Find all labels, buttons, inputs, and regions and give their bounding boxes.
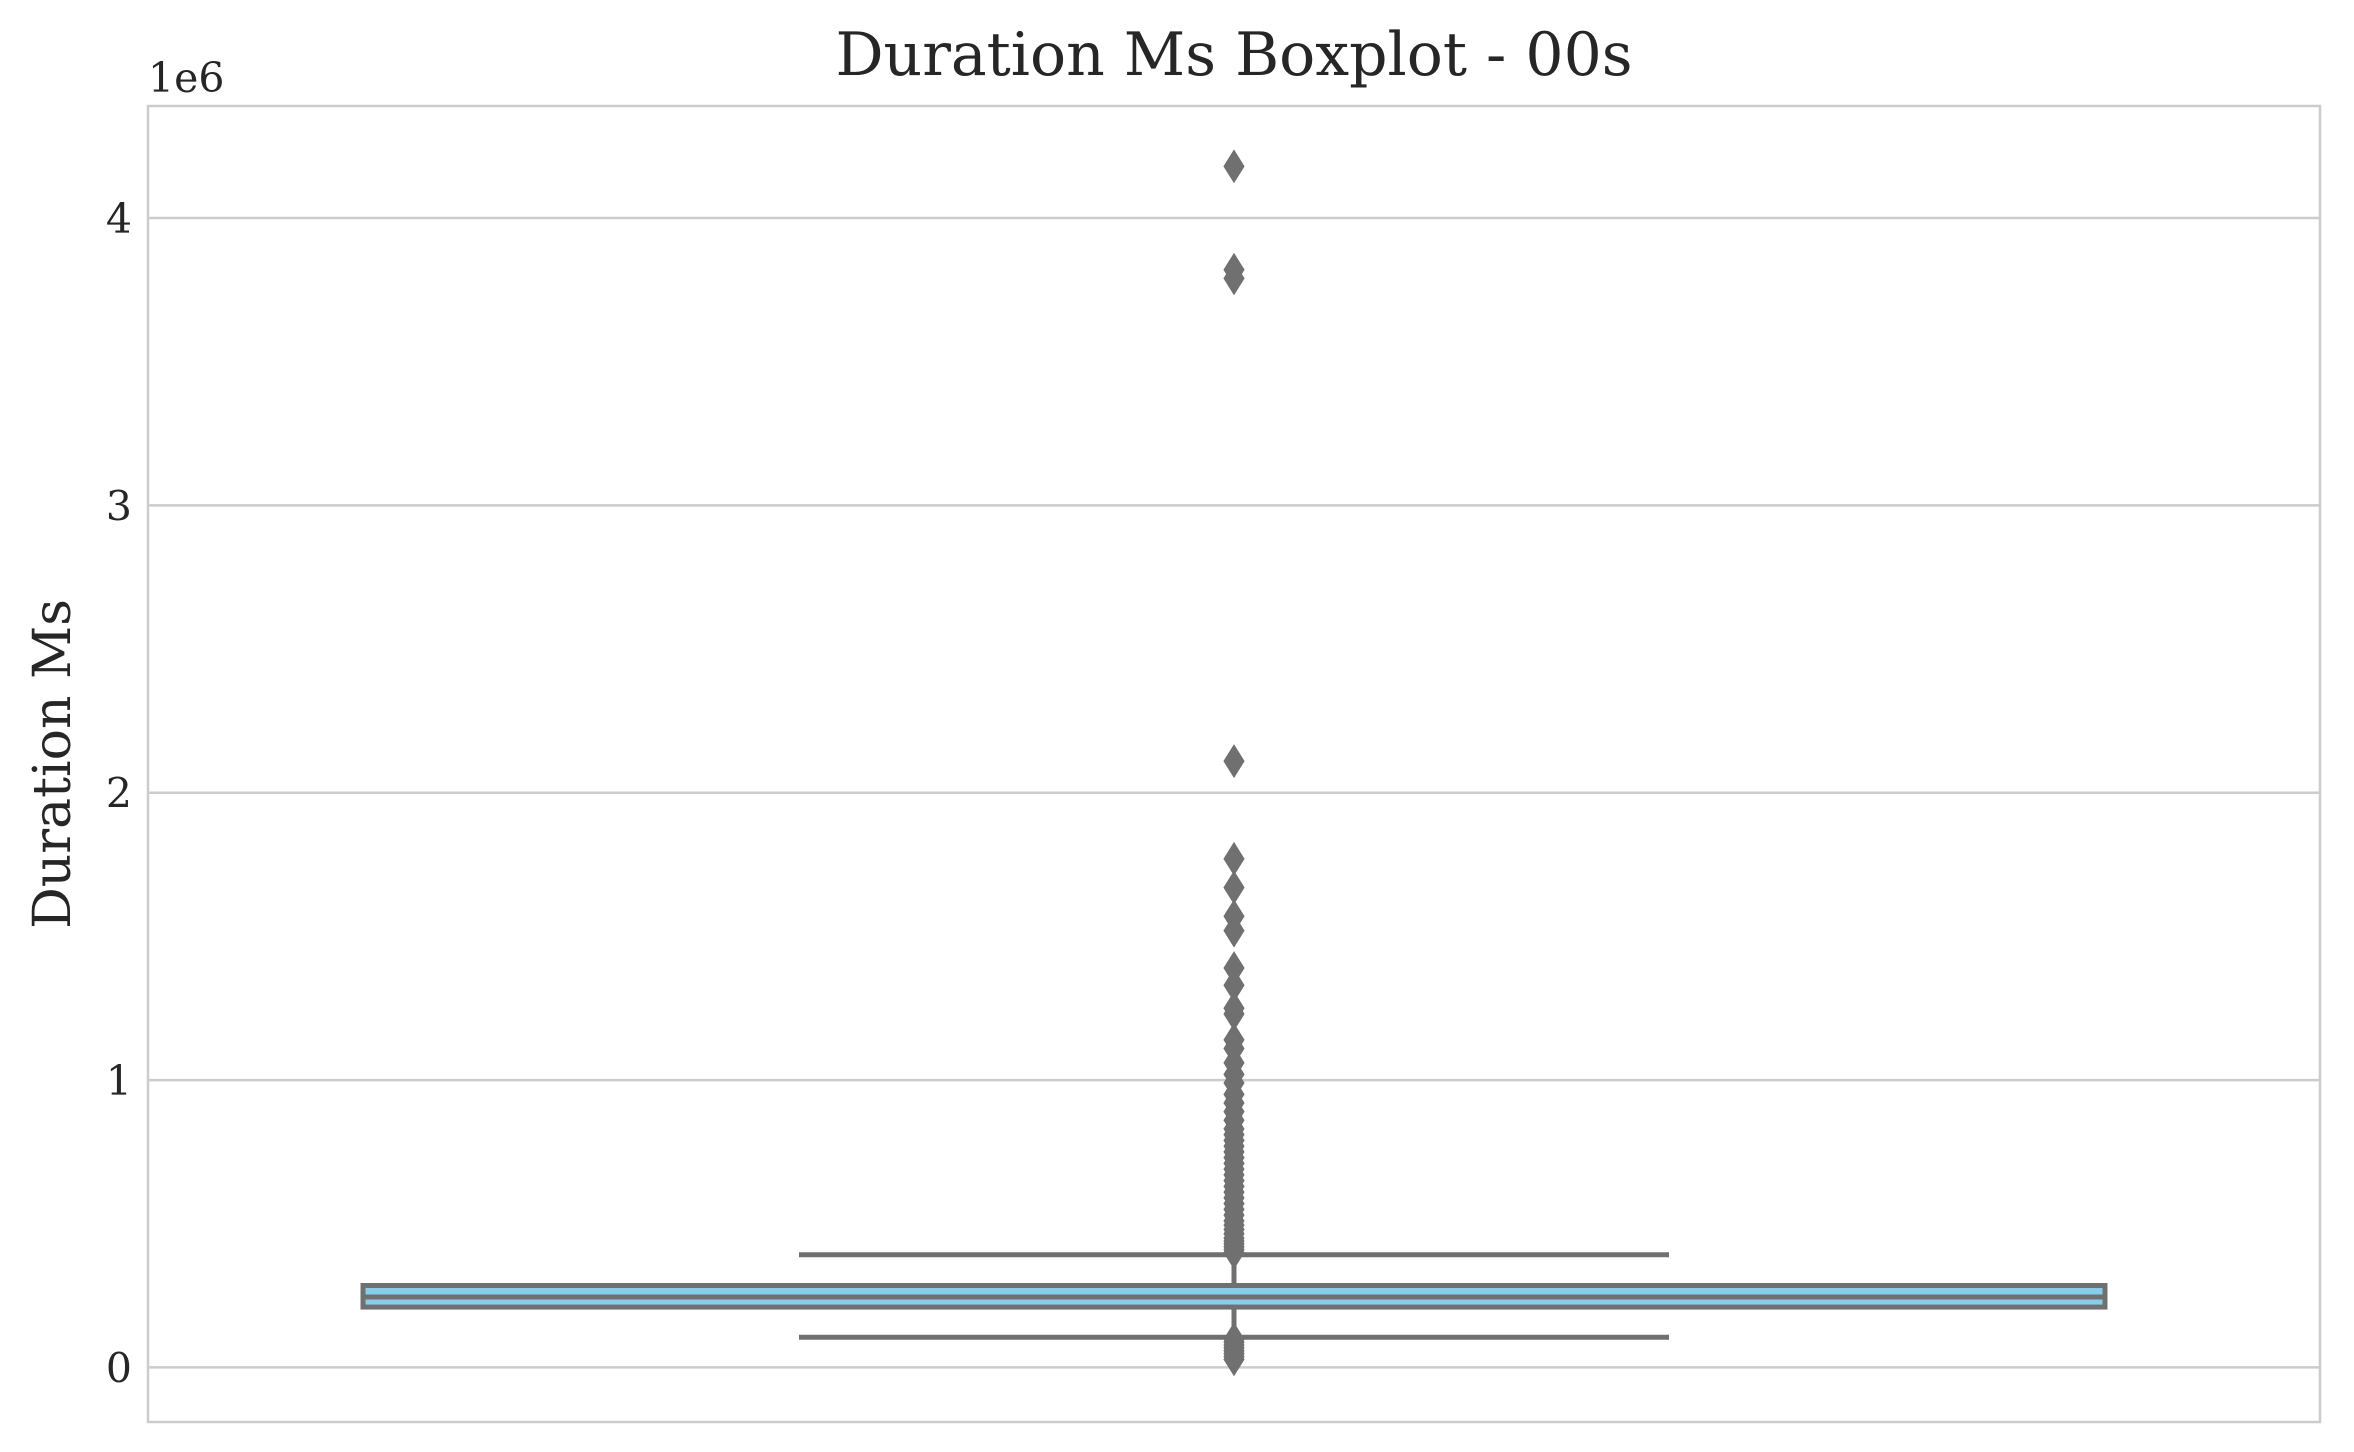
outlier-point: [1223, 261, 1245, 296]
y-axis-offset-label: 1e6: [148, 54, 224, 102]
outlier-point: [1223, 841, 1245, 876]
outlier-point: [1223, 744, 1245, 779]
box: [360, 1252, 2108, 1340]
y-axis-label: Duration Ms: [23, 599, 83, 929]
chart-title: Duration Ms Boxplot - 00s: [835, 20, 1632, 90]
y-tick-label: 1: [106, 1057, 132, 1105]
outliers: [1223, 149, 1245, 1377]
plot-frame: [146, 104, 2322, 1424]
outlier-point: [1223, 913, 1245, 948]
outlier-point: [1223, 1235, 1245, 1270]
y-tick-label: 0: [106, 1344, 132, 1392]
outlier-point: [1223, 1342, 1245, 1377]
outlier-point: [1223, 870, 1245, 905]
grid-lines: [148, 216, 2320, 1369]
y-tick-label: 2: [106, 770, 132, 818]
y-tick-label: 3: [106, 482, 132, 530]
y-tick-label: 4: [106, 195, 132, 243]
y-tick-labels: 0 1 2 3 4: [106, 195, 132, 1392]
outlier-point: [1223, 149, 1245, 184]
